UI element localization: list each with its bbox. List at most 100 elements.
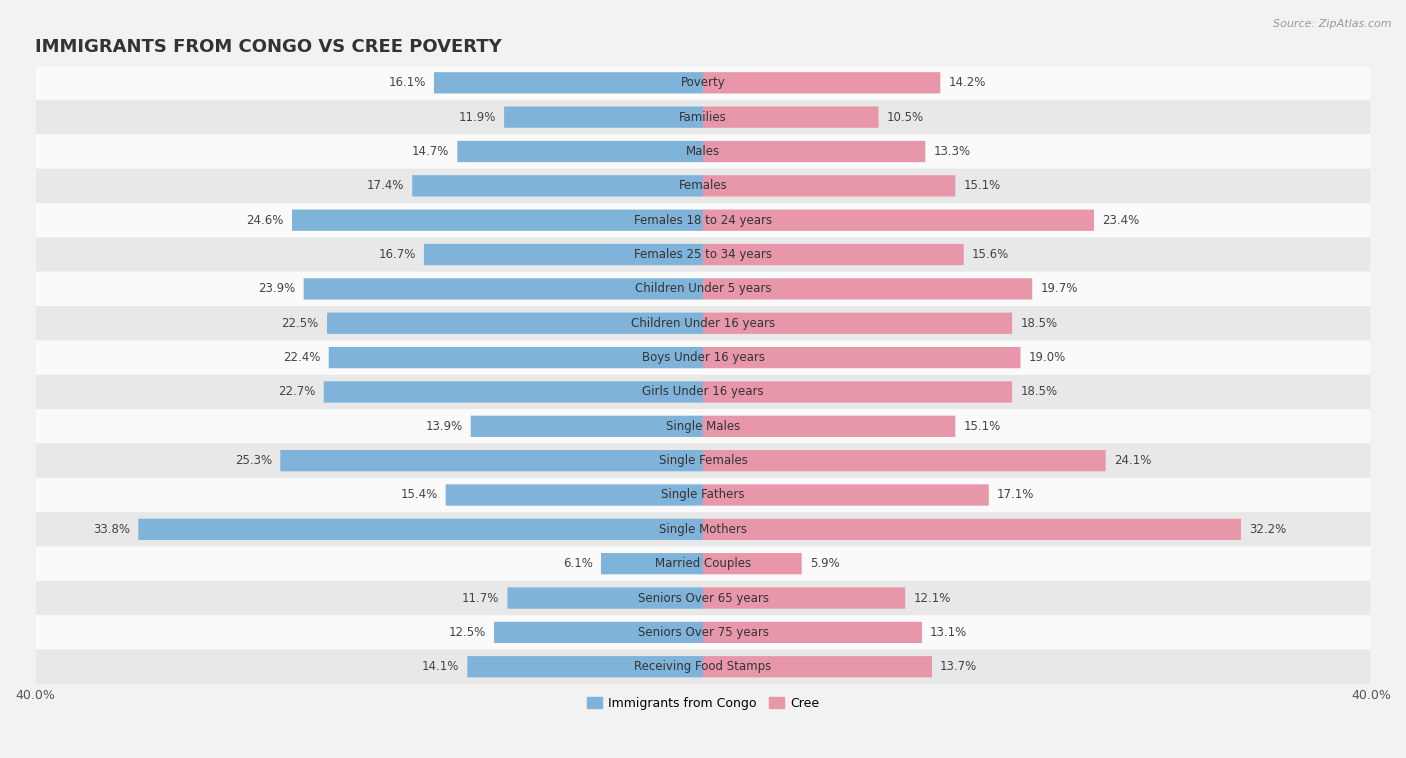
Text: 22.4%: 22.4% — [283, 351, 321, 364]
FancyBboxPatch shape — [37, 169, 1369, 203]
Text: 15.1%: 15.1% — [963, 180, 1001, 193]
Text: Males: Males — [686, 145, 720, 158]
Legend: Immigrants from Congo, Cree: Immigrants from Congo, Cree — [582, 692, 824, 715]
Text: 23.4%: 23.4% — [1102, 214, 1139, 227]
FancyBboxPatch shape — [329, 347, 703, 368]
Text: Children Under 5 years: Children Under 5 years — [634, 283, 772, 296]
FancyBboxPatch shape — [703, 107, 879, 128]
Text: Females 25 to 34 years: Females 25 to 34 years — [634, 248, 772, 261]
FancyBboxPatch shape — [37, 134, 1369, 169]
FancyBboxPatch shape — [505, 107, 703, 128]
FancyBboxPatch shape — [412, 175, 703, 196]
FancyBboxPatch shape — [703, 484, 988, 506]
Text: Married Couples: Married Couples — [655, 557, 751, 570]
Text: 16.7%: 16.7% — [378, 248, 416, 261]
Text: 5.9%: 5.9% — [810, 557, 839, 570]
Text: 33.8%: 33.8% — [93, 523, 131, 536]
Text: 12.1%: 12.1% — [914, 591, 950, 605]
FancyBboxPatch shape — [280, 450, 703, 471]
Text: 19.0%: 19.0% — [1029, 351, 1066, 364]
FancyBboxPatch shape — [37, 512, 1369, 547]
Text: Single Fathers: Single Fathers — [661, 488, 745, 502]
Text: 23.9%: 23.9% — [259, 283, 295, 296]
Text: 25.3%: 25.3% — [235, 454, 273, 467]
Text: 13.1%: 13.1% — [931, 626, 967, 639]
FancyBboxPatch shape — [37, 443, 1369, 478]
Text: 13.9%: 13.9% — [425, 420, 463, 433]
Text: 22.7%: 22.7% — [278, 386, 315, 399]
FancyBboxPatch shape — [37, 615, 1369, 650]
Text: Poverty: Poverty — [681, 77, 725, 89]
Text: 22.5%: 22.5% — [281, 317, 319, 330]
Text: Single Males: Single Males — [666, 420, 740, 433]
FancyBboxPatch shape — [467, 656, 703, 678]
Text: 13.7%: 13.7% — [941, 660, 977, 673]
FancyBboxPatch shape — [328, 312, 703, 334]
FancyBboxPatch shape — [703, 209, 1094, 231]
FancyBboxPatch shape — [494, 622, 703, 643]
Text: 32.2%: 32.2% — [1249, 523, 1286, 536]
FancyBboxPatch shape — [703, 553, 801, 575]
FancyBboxPatch shape — [37, 581, 1369, 615]
Text: 14.1%: 14.1% — [422, 660, 460, 673]
FancyBboxPatch shape — [37, 650, 1369, 684]
FancyBboxPatch shape — [37, 409, 1369, 443]
FancyBboxPatch shape — [703, 622, 922, 643]
FancyBboxPatch shape — [37, 66, 1369, 100]
Text: 16.1%: 16.1% — [388, 77, 426, 89]
FancyBboxPatch shape — [508, 587, 703, 609]
FancyBboxPatch shape — [138, 518, 703, 540]
Text: 14.7%: 14.7% — [412, 145, 449, 158]
FancyBboxPatch shape — [425, 244, 703, 265]
FancyBboxPatch shape — [703, 141, 925, 162]
FancyBboxPatch shape — [323, 381, 703, 402]
FancyBboxPatch shape — [457, 141, 703, 162]
Text: Single Mothers: Single Mothers — [659, 523, 747, 536]
Text: Boys Under 16 years: Boys Under 16 years — [641, 351, 765, 364]
Text: Receiving Food Stamps: Receiving Food Stamps — [634, 660, 772, 673]
Text: 11.7%: 11.7% — [461, 591, 499, 605]
Text: 19.7%: 19.7% — [1040, 283, 1078, 296]
Text: Females: Females — [679, 180, 727, 193]
FancyBboxPatch shape — [703, 656, 932, 678]
FancyBboxPatch shape — [703, 312, 1012, 334]
Text: Single Females: Single Females — [658, 454, 748, 467]
Text: 24.6%: 24.6% — [246, 214, 284, 227]
FancyBboxPatch shape — [37, 374, 1369, 409]
Text: 15.1%: 15.1% — [963, 420, 1001, 433]
Text: 17.1%: 17.1% — [997, 488, 1035, 502]
Text: 14.2%: 14.2% — [949, 77, 986, 89]
FancyBboxPatch shape — [703, 278, 1032, 299]
Text: Seniors Over 65 years: Seniors Over 65 years — [637, 591, 769, 605]
Text: IMMIGRANTS FROM CONGO VS CREE POVERTY: IMMIGRANTS FROM CONGO VS CREE POVERTY — [35, 38, 502, 56]
Text: Children Under 16 years: Children Under 16 years — [631, 317, 775, 330]
Text: 24.1%: 24.1% — [1114, 454, 1152, 467]
Text: 10.5%: 10.5% — [887, 111, 924, 124]
Text: 18.5%: 18.5% — [1021, 386, 1057, 399]
FancyBboxPatch shape — [37, 271, 1369, 306]
FancyBboxPatch shape — [37, 340, 1369, 374]
FancyBboxPatch shape — [37, 100, 1369, 134]
FancyBboxPatch shape — [703, 175, 955, 196]
FancyBboxPatch shape — [37, 306, 1369, 340]
Text: 15.4%: 15.4% — [401, 488, 437, 502]
FancyBboxPatch shape — [292, 209, 703, 231]
FancyBboxPatch shape — [37, 547, 1369, 581]
Text: Seniors Over 75 years: Seniors Over 75 years — [637, 626, 769, 639]
Text: 11.9%: 11.9% — [458, 111, 496, 124]
FancyBboxPatch shape — [703, 415, 955, 437]
FancyBboxPatch shape — [703, 450, 1105, 471]
FancyBboxPatch shape — [37, 237, 1369, 271]
FancyBboxPatch shape — [703, 244, 963, 265]
Text: 17.4%: 17.4% — [367, 180, 404, 193]
FancyBboxPatch shape — [703, 518, 1241, 540]
Text: Families: Families — [679, 111, 727, 124]
FancyBboxPatch shape — [703, 587, 905, 609]
Text: 15.6%: 15.6% — [972, 248, 1010, 261]
Text: 13.3%: 13.3% — [934, 145, 970, 158]
Text: 6.1%: 6.1% — [562, 557, 593, 570]
FancyBboxPatch shape — [703, 72, 941, 93]
Text: Source: ZipAtlas.com: Source: ZipAtlas.com — [1274, 19, 1392, 29]
FancyBboxPatch shape — [471, 415, 703, 437]
Text: 12.5%: 12.5% — [449, 626, 486, 639]
